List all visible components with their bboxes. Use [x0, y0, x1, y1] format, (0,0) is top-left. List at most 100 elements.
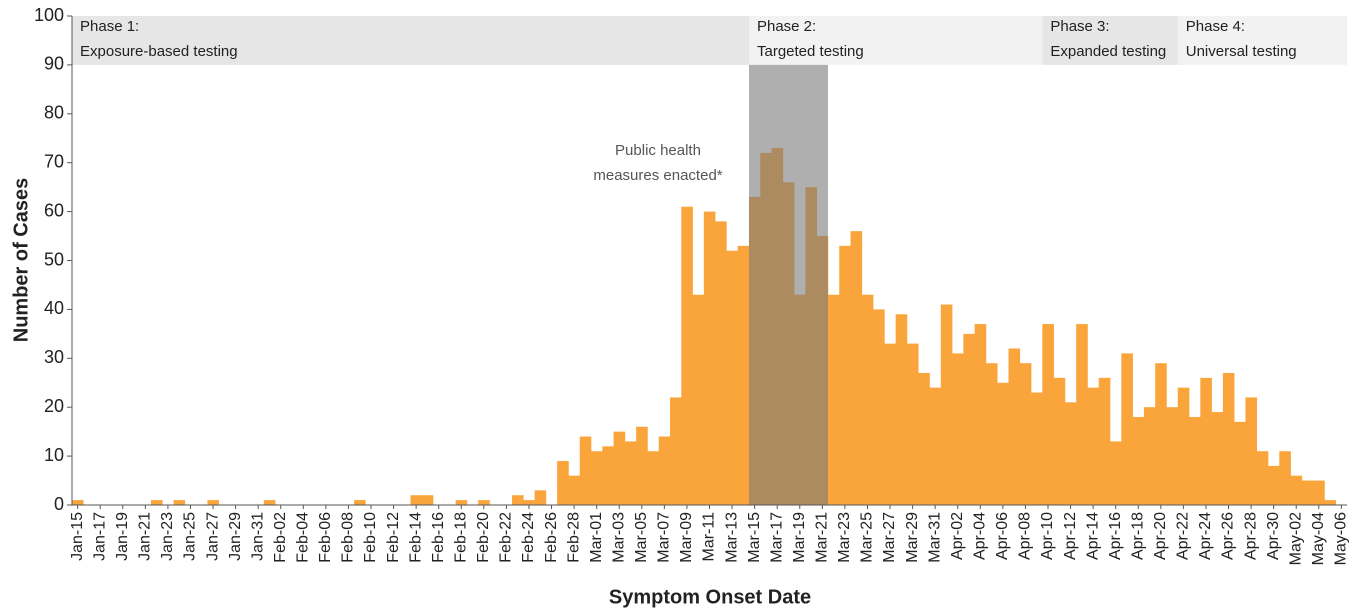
x-tick-label: Jan-29: [227, 512, 244, 561]
x-tick-label: Feb-20: [475, 512, 492, 563]
x-tick-label: Jan-31: [249, 512, 266, 561]
bar: [737, 245, 750, 505]
bar: [1324, 500, 1337, 505]
bar: [1008, 348, 1021, 505]
x-tick-label: Mar-27: [881, 512, 898, 563]
y-axis-title: Number of Cases: [10, 178, 32, 343]
phase-subtitle: Exposure-based testing: [80, 43, 238, 60]
x-tick-label: Jan-27: [204, 512, 221, 561]
bar: [1042, 324, 1054, 505]
bar: [906, 343, 919, 505]
bar: [658, 436, 671, 505]
x-tick-label: Mar-03: [610, 512, 627, 563]
bar: [1301, 480, 1314, 505]
x-tick-label: Apr-18: [1129, 512, 1146, 560]
bar: [884, 343, 896, 505]
x-tick-label: Jan-25: [182, 512, 199, 561]
x-tick-label: Apr-26: [1220, 512, 1237, 560]
x-tick-label: Mar-23: [836, 512, 853, 563]
x-tick-label: May-04: [1310, 512, 1327, 565]
x-tick-label: Mar-17: [768, 512, 785, 563]
bar: [929, 387, 942, 505]
x-tick-label: Feb-06: [317, 512, 334, 563]
x-tick-label: Apr-22: [1175, 512, 1192, 560]
bar: [557, 460, 569, 505]
x-tick-label: May-02: [1287, 512, 1304, 565]
phase-band: [72, 16, 749, 65]
bar: [940, 304, 953, 505]
x-tick-label: Feb-10: [362, 512, 379, 563]
phase-band: [1177, 16, 1347, 65]
bar: [1019, 363, 1032, 505]
bar: [1132, 416, 1145, 505]
bar: [952, 353, 964, 505]
x-tick-label: Jan-17: [91, 512, 108, 561]
phase-title: Phase 3:: [1050, 18, 1109, 35]
bar: [421, 495, 434, 505]
x-tick-label: Feb-26: [543, 512, 560, 563]
bar: [1234, 421, 1246, 505]
y-tick-label: 0: [54, 494, 64, 514]
y-tick-label: 20: [44, 396, 64, 416]
bar: [703, 211, 716, 505]
bar: [150, 500, 163, 505]
y-tick-label: 80: [44, 103, 64, 123]
bar: [410, 495, 423, 505]
bar: [523, 500, 535, 505]
x-tick-label: Mar-13: [723, 512, 740, 563]
bar: [1189, 416, 1201, 505]
bar: [624, 441, 637, 505]
bar: [1098, 377, 1111, 505]
x-tick-label: Feb-24: [520, 512, 537, 563]
bar: [895, 314, 908, 505]
x-tick-label: Feb-14: [407, 512, 424, 563]
x-tick-label: Mar-05: [633, 512, 650, 563]
bar: [681, 206, 693, 505]
bar: [726, 250, 739, 505]
bar: [1031, 392, 1043, 505]
y-tick-label: 100: [34, 5, 64, 25]
x-tick-label: Apr-08: [1017, 512, 1034, 560]
bar: [1211, 412, 1224, 505]
bar: [647, 451, 660, 505]
x-tick-label: Apr-24: [1197, 512, 1214, 560]
x-tick-label: Mar-15: [746, 512, 763, 563]
x-tick-label: Mar-31: [926, 512, 943, 563]
y-tick-label: 30: [44, 347, 64, 367]
x-tick-label: Mar-11: [701, 512, 718, 562]
bar: [207, 500, 219, 505]
x-tick-label: Apr-16: [1107, 512, 1124, 560]
bar: [1222, 372, 1235, 505]
bar: [839, 245, 851, 505]
bar: [1166, 407, 1179, 505]
bar: [1290, 475, 1303, 505]
x-tick-label: Mar-19: [791, 512, 808, 563]
bar: [997, 382, 1009, 505]
x-tick-label: Apr-12: [1062, 512, 1079, 560]
bar: [861, 294, 874, 505]
x-tick-label: Feb-16: [430, 512, 447, 563]
bar: [1268, 465, 1280, 505]
x-tick-label: Apr-20: [1152, 512, 1169, 560]
annotation: Public health: [615, 142, 701, 159]
bar: [670, 397, 682, 505]
bar: [534, 490, 547, 505]
bar: [173, 500, 186, 505]
x-tick-label: Feb-18: [452, 512, 469, 563]
x-tick-label: Apr-28: [1242, 512, 1259, 560]
phase-subtitle: Universal testing: [1186, 43, 1297, 60]
bar: [613, 431, 626, 505]
bar: [1177, 387, 1190, 505]
x-tick-label: Mar-29: [904, 512, 921, 563]
bar: [579, 436, 592, 505]
bar: [1064, 402, 1077, 505]
phase-title: Phase 4:: [1186, 18, 1245, 35]
bar: [1121, 353, 1133, 505]
bar: [985, 363, 998, 505]
bar: [1087, 387, 1100, 505]
bar: [1256, 451, 1269, 505]
x-tick-label: Feb-02: [272, 512, 289, 563]
x-tick-label: Apr-14: [1084, 512, 1101, 560]
x-tick-label: Mar-25: [859, 512, 876, 563]
